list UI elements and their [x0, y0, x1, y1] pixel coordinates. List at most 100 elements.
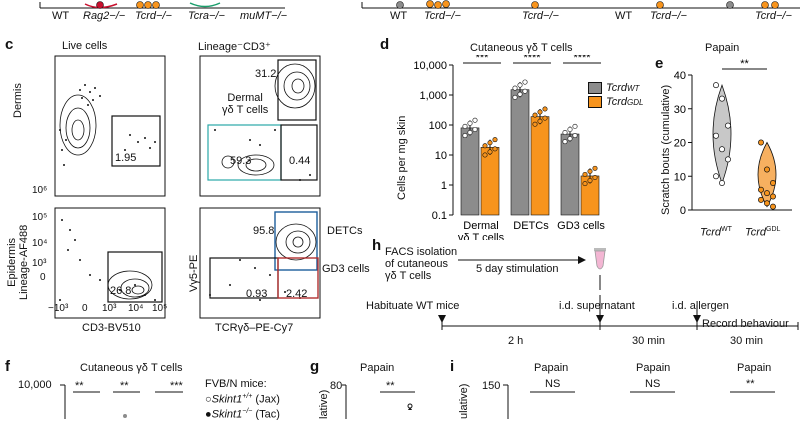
e-y-tick-label: 30	[674, 104, 686, 116]
legend-wt-sup: WT	[627, 83, 640, 93]
panel-f-legend-1-suffix: (Jax)	[252, 393, 280, 406]
d-point	[542, 106, 548, 112]
d-point	[532, 112, 538, 118]
panel-e-xlabel-gdl-sup: GDL	[766, 226, 781, 233]
panel-f-legend-1-sup: +/+	[242, 393, 253, 400]
top-label-tcrd-5: Tcrd−/−	[755, 10, 792, 22]
d-y-tick-label: 1,000	[419, 90, 447, 102]
gate-dermis-top: 31.2	[255, 68, 277, 80]
d-bar	[560, 133, 580, 216]
top-label-wt: WT	[52, 10, 70, 22]
e-point	[725, 122, 731, 129]
duration-30min-1: 30 min	[632, 335, 666, 347]
top-label-tcrd: Tcrd−/−	[135, 10, 172, 22]
d-point	[462, 123, 468, 129]
e-point	[758, 139, 764, 146]
d-point	[592, 165, 598, 171]
tick-x-1e5: 10⁵	[152, 303, 168, 314]
legend-gdl-base: Tcrd	[606, 96, 627, 108]
duration-30min-2: 30 min	[730, 335, 764, 347]
d-point	[487, 149, 493, 155]
legend-wt-base: Tcrd	[606, 82, 627, 94]
gate-epi-live: 26.8	[110, 285, 132, 297]
panel-f-legend-item-1: ○Skint1+/+ (Jax)	[205, 393, 280, 406]
gate-dermis-bl: 59.3	[230, 155, 252, 167]
panel-d-title: Cutaneous γδ T cells	[470, 42, 573, 54]
panel-f-sig-1: **	[75, 380, 84, 392]
annot-gd3: GD3 cells	[322, 263, 370, 275]
tick-1e5: 10⁵	[32, 212, 48, 223]
panel-f-label: f	[5, 358, 10, 375]
annot-detcs: DETCs	[327, 225, 363, 237]
top-label-rag2: Rag2−/−	[83, 10, 126, 22]
top-label-tcrd-3: Tcrd−/−	[522, 10, 559, 22]
panel-g-ytop: 80	[330, 380, 343, 392]
panel-h-label: h	[372, 237, 382, 254]
panel-h-stim: 5 day stimulation	[476, 263, 559, 275]
d-x-label: DETCs	[513, 220, 549, 232]
panel-c-xlabel-left: CD3-BV510	[82, 322, 141, 334]
panel-i-title-3: Papain	[737, 362, 772, 374]
d-point	[562, 130, 568, 136]
d-point	[492, 137, 498, 143]
d-bar	[510, 89, 530, 216]
panel-f-ytop: 10,000	[18, 379, 52, 391]
panel-d-legend: Tcrd WT Tcrd GDL	[588, 82, 643, 108]
panel-e-xlabel-wt-sup: WT	[721, 226, 732, 233]
e-point	[770, 180, 776, 186]
panel-c-label: c	[5, 36, 14, 53]
annot-dermal-gd: Dermal γδ T cells	[222, 92, 269, 116]
panel-f-sig-2: **	[120, 380, 129, 392]
gate-epi-br: 2.42	[286, 288, 308, 300]
panel-e-xlabel-wt: TcrdWT	[700, 226, 732, 239]
panel-c-title-live: Live cells	[62, 40, 108, 52]
d-point	[522, 88, 528, 94]
panel-f-axes	[60, 384, 183, 419]
panel-e-chart: 0 10 20 30 40 **	[674, 58, 792, 217]
panel-f-legend-2-sup: −/−	[242, 408, 253, 415]
panel-i-title-2: Papain	[636, 362, 671, 374]
d-y-tick-label: 10,000	[413, 60, 447, 72]
d-point	[562, 139, 568, 145]
top-strip	[39, 0, 800, 9]
legend-item-wt: Tcrd WT	[588, 82, 643, 94]
panel-i-sig-2: NS	[645, 378, 661, 390]
panel-f-title: Cutaneous γδ T cells	[80, 362, 183, 374]
legend-swatch-gdl	[588, 96, 602, 108]
tick-0-y: 0	[40, 272, 46, 283]
d-x-label: GD3 cells	[557, 220, 605, 232]
panel-d-label: d	[380, 36, 390, 53]
panel-i-sig-3: **	[746, 378, 755, 390]
d-y-tick-label: 10	[435, 150, 447, 162]
d-point	[582, 181, 588, 187]
e-y-tick-label: 20	[674, 138, 686, 150]
panel-i-label: i	[450, 358, 455, 375]
e-point	[764, 190, 770, 197]
panel-c-xlabel-right: TCRγδ–PE-Cy7	[215, 322, 294, 334]
panel-i-axes	[503, 384, 775, 419]
tube-icon	[594, 248, 606, 270]
d-bar	[480, 147, 500, 216]
d-point	[537, 118, 543, 124]
d-point	[512, 85, 518, 91]
d-y-tick-label: 100	[429, 120, 447, 132]
d-point	[517, 91, 523, 97]
panel-f-legend-item-2: ●Skint1−/− (Tac)	[205, 408, 280, 421]
e-point	[719, 146, 725, 153]
d-point	[567, 126, 573, 132]
d-sig-label: ****	[523, 55, 541, 64]
e-y-tick-label: 40	[674, 70, 686, 82]
top-label-tcrd-2: Tcrd−/−	[424, 10, 461, 22]
panel-i-ytop: 150	[482, 380, 501, 392]
top-label-wt-3: WT	[615, 10, 633, 22]
d-point	[467, 120, 473, 126]
d-sig-label: ****	[573, 55, 591, 64]
top-label-tcra: Tcra−/−	[188, 10, 225, 22]
e-point	[719, 180, 725, 186]
e-point	[713, 132, 719, 139]
panel-f-legend-1-base: Skint1	[211, 393, 243, 406]
top-label-tcrd-4: Tcrd−/−	[650, 10, 687, 22]
d-point	[572, 133, 578, 139]
legend-gdl-sup: GDL	[627, 97, 644, 107]
